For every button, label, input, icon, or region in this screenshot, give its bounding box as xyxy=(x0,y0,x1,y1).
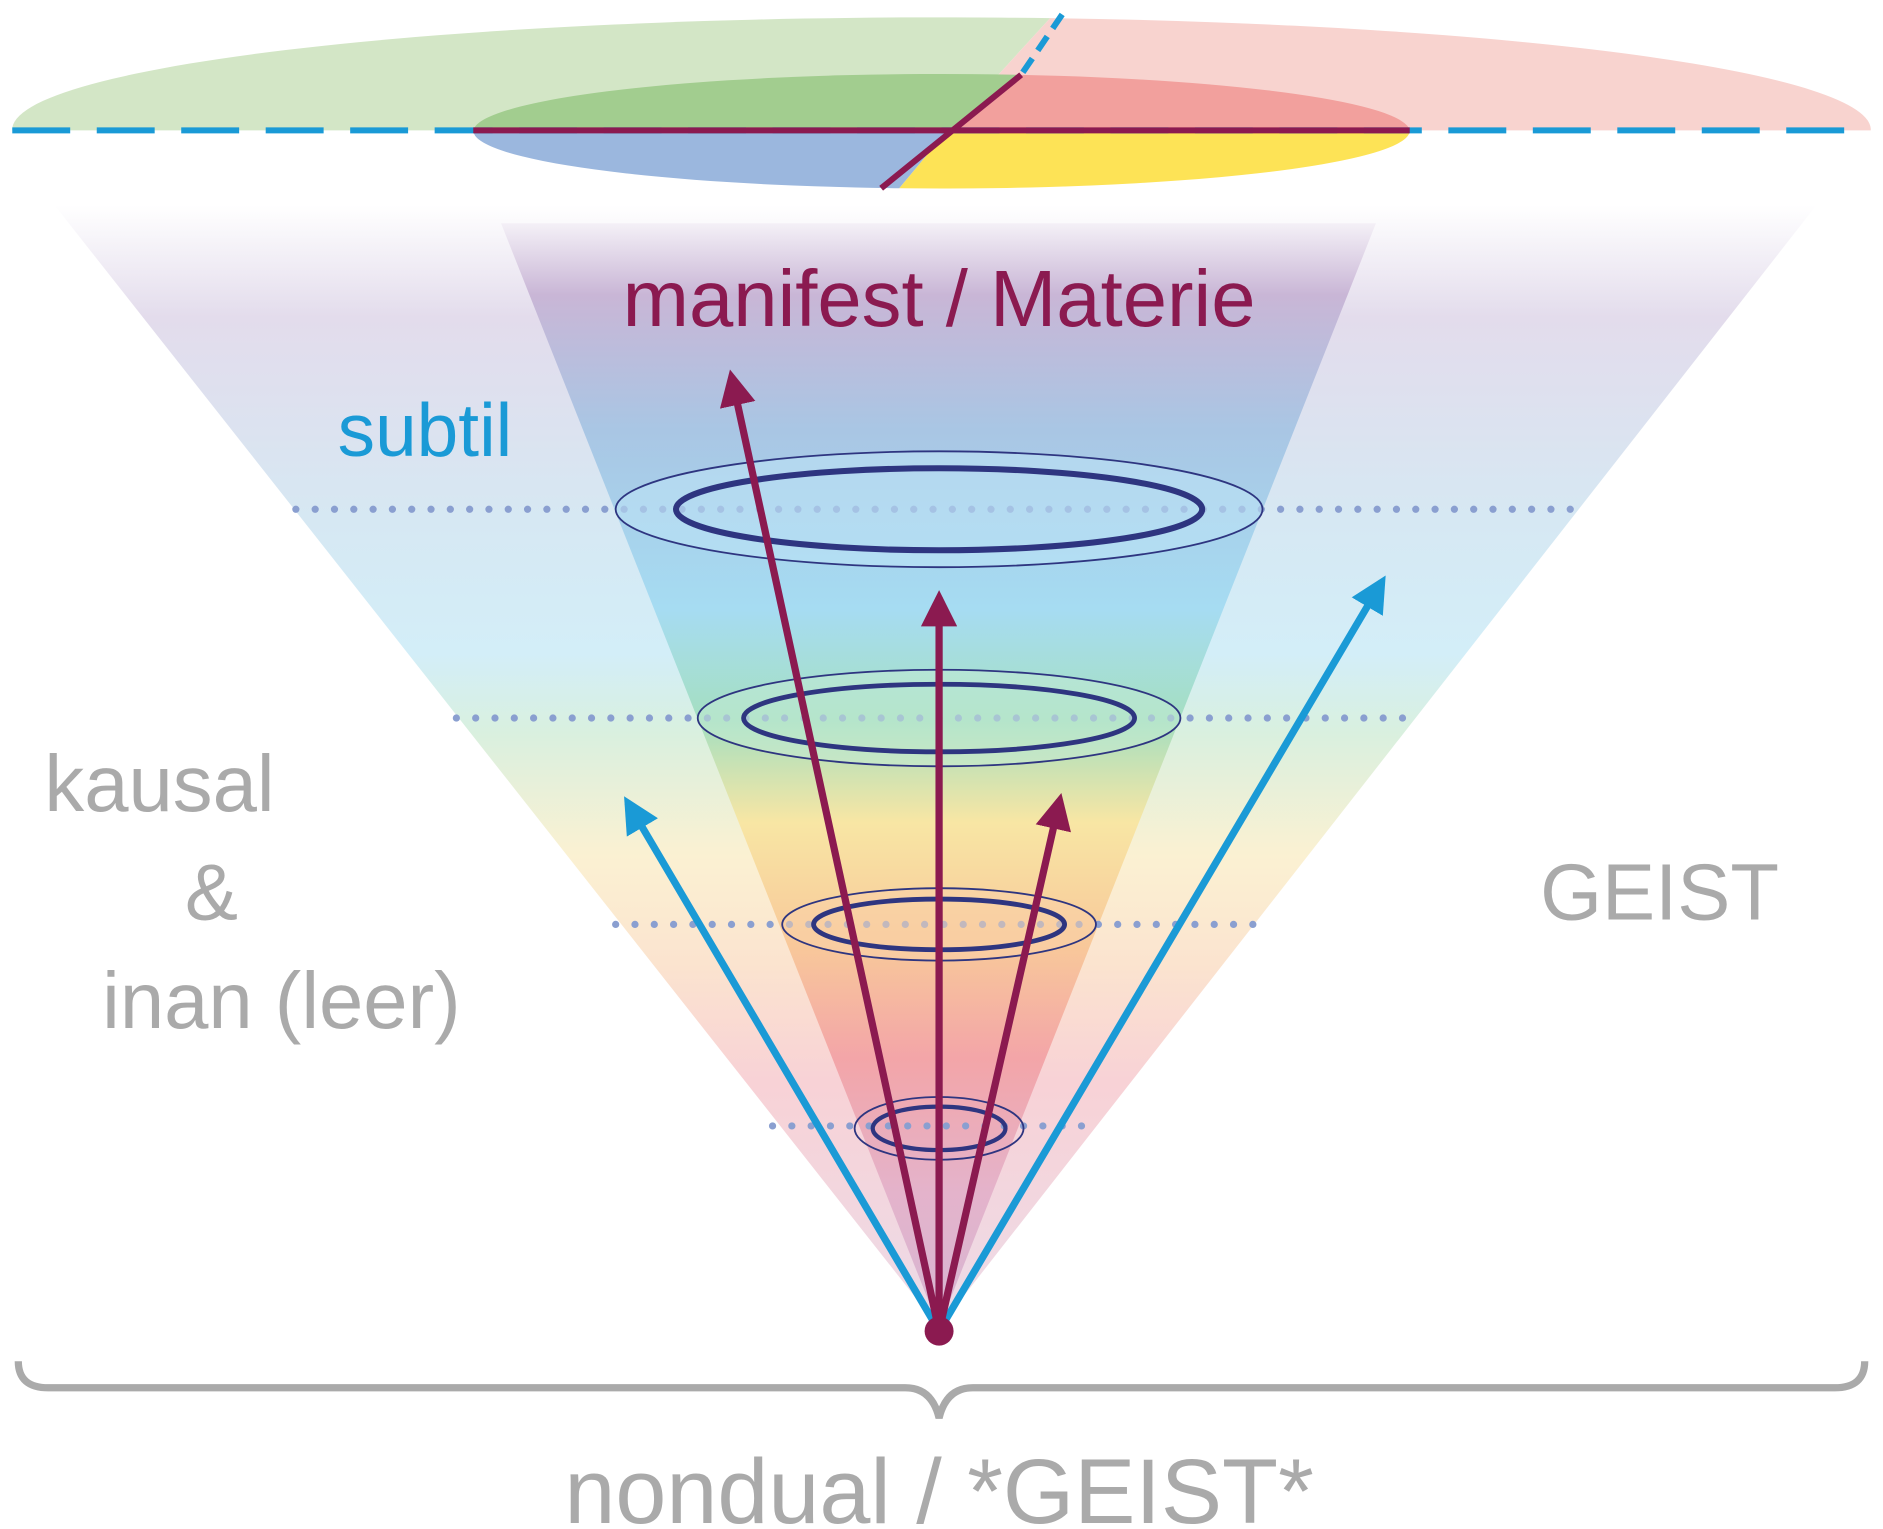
origin xyxy=(924,1316,954,1346)
label-subtil: subtil xyxy=(338,388,513,472)
arrows xyxy=(624,369,1386,1333)
label-manifest: manifest / Materie xyxy=(623,254,1256,343)
quad-blue xyxy=(473,130,948,189)
label-inan: inan (leer) xyxy=(102,956,460,1045)
axis-v xyxy=(879,72,1024,191)
label-and: & xyxy=(185,848,238,937)
axis-dash xyxy=(1018,12,1065,77)
brace xyxy=(14,1361,1869,1419)
quad-yellow xyxy=(899,130,1410,189)
quad-green xyxy=(473,73,1022,131)
label-nondual: nondual / *GEIST* xyxy=(564,1441,1313,1529)
label-kausal: kausal xyxy=(44,739,274,828)
label-geist: GEIST xyxy=(1540,848,1779,937)
quad-pink xyxy=(947,74,1410,131)
